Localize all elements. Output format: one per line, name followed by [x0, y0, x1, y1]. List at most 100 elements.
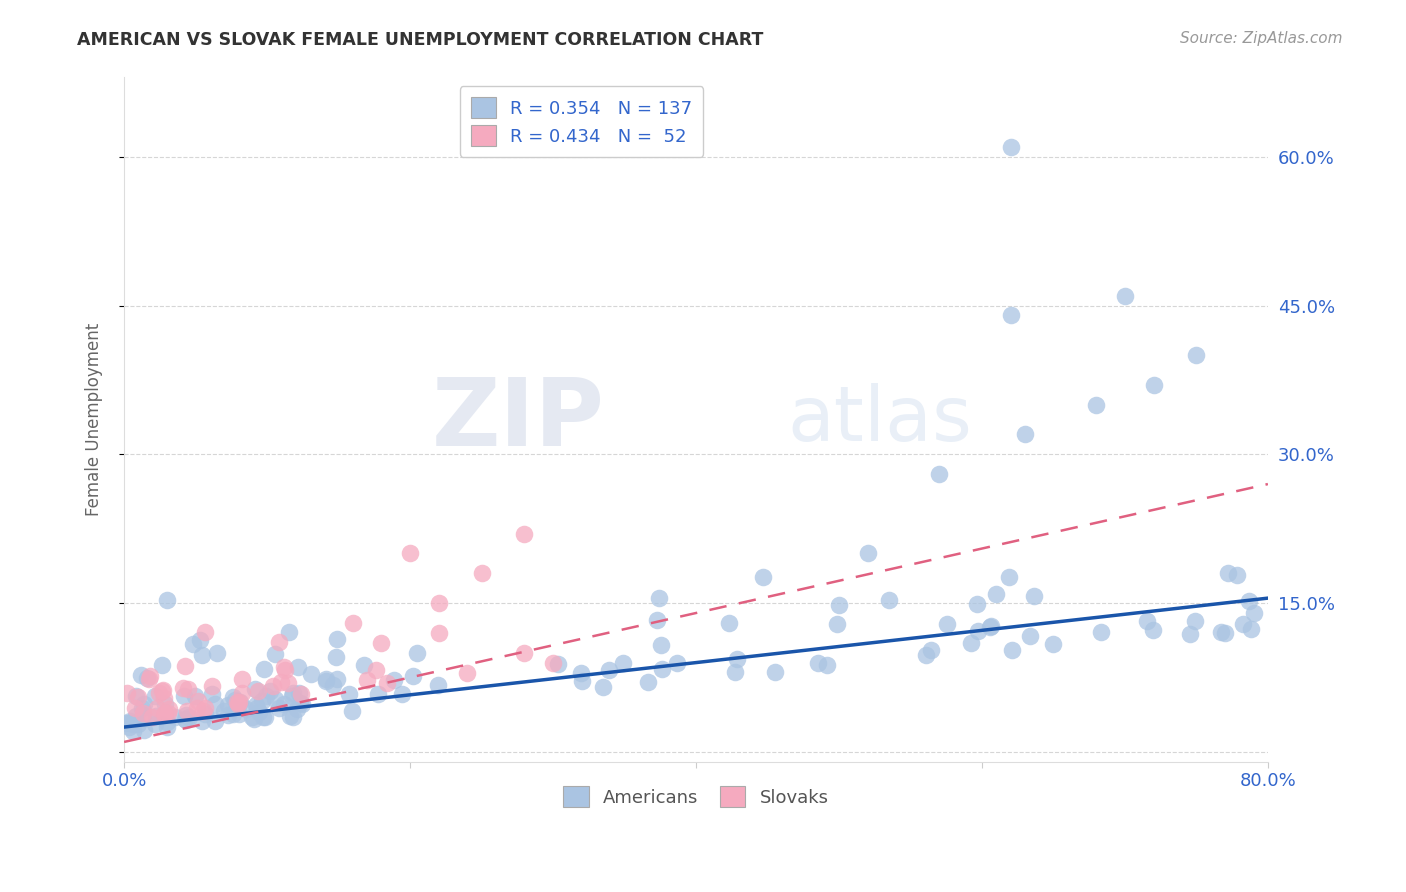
- Point: [152, 683, 174, 698]
- Point: [650, 638, 672, 652]
- Point: [217, 707, 239, 722]
- Point: [281, 686, 304, 700]
- Point: [1226, 568, 1249, 582]
- Point: [290, 686, 312, 700]
- Point: [547, 657, 569, 671]
- Point: [224, 693, 246, 707]
- Point: [264, 648, 287, 662]
- Point: [291, 697, 314, 711]
- Point: [262, 679, 284, 693]
- Point: [877, 592, 900, 607]
- Point: [471, 566, 494, 581]
- Point: [337, 687, 360, 701]
- Point: [569, 666, 592, 681]
- Point: [815, 658, 838, 673]
- Point: [156, 720, 179, 734]
- Point: [281, 689, 304, 703]
- Point: [163, 710, 186, 724]
- Point: [129, 667, 152, 681]
- Point: [127, 717, 149, 731]
- Point: [456, 665, 478, 680]
- Point: [183, 637, 205, 651]
- Point: [156, 715, 179, 730]
- Point: [131, 701, 153, 715]
- Point: [382, 673, 405, 687]
- Point: [124, 701, 146, 715]
- Point: [157, 701, 180, 715]
- Point: [612, 656, 634, 670]
- Point: [117, 686, 139, 700]
- Point: [247, 705, 270, 719]
- Point: [920, 643, 942, 657]
- Point: [250, 694, 273, 708]
- Point: [122, 717, 145, 731]
- Point: [184, 689, 207, 703]
- Point: [172, 681, 194, 695]
- Point: [1243, 606, 1265, 620]
- Point: [427, 678, 450, 692]
- Point: [143, 689, 166, 703]
- Point: [125, 690, 148, 704]
- Point: [226, 695, 249, 709]
- Point: [135, 671, 157, 685]
- Point: [856, 547, 879, 561]
- Point: [356, 673, 378, 687]
- Point: [259, 684, 281, 698]
- Point: [915, 648, 938, 663]
- Point: [145, 709, 167, 723]
- Point: [194, 624, 217, 639]
- Point: [1085, 398, 1108, 412]
- Point: [637, 675, 659, 690]
- Text: atlas: atlas: [787, 383, 973, 457]
- Point: [253, 662, 276, 676]
- Point: [122, 723, 145, 738]
- Point: [647, 591, 669, 606]
- Point: [194, 707, 217, 722]
- Point: [980, 619, 1002, 633]
- Point: [188, 632, 211, 647]
- Point: [222, 706, 245, 721]
- Point: [1090, 624, 1112, 639]
- Point: [1216, 566, 1239, 581]
- Point: [263, 691, 285, 706]
- Point: [325, 649, 347, 664]
- Point: [226, 697, 249, 711]
- Point: [1240, 622, 1263, 636]
- Point: [207, 646, 229, 660]
- Point: [807, 656, 830, 670]
- Point: [598, 663, 620, 677]
- Point: [201, 679, 224, 693]
- Point: [966, 624, 988, 638]
- Text: AMERICAN VS SLOVAK FEMALE UNEMPLOYMENT CORRELATION CHART: AMERICAN VS SLOVAK FEMALE UNEMPLOYMENT C…: [77, 31, 763, 49]
- Point: [174, 707, 197, 722]
- Point: [242, 712, 264, 726]
- Point: [177, 710, 200, 724]
- Point: [1042, 637, 1064, 651]
- Point: [1213, 625, 1236, 640]
- Point: [375, 676, 398, 690]
- Point: [326, 672, 349, 686]
- Point: [1178, 627, 1201, 641]
- Point: [427, 625, 450, 640]
- Point: [150, 684, 173, 698]
- Point: [254, 690, 277, 704]
- Point: [118, 714, 141, 729]
- Point: [288, 697, 311, 711]
- Point: [928, 467, 950, 482]
- Point: [150, 658, 173, 673]
- Point: [717, 616, 740, 631]
- Point: [405, 646, 427, 660]
- Point: [513, 526, 536, 541]
- Point: [1000, 309, 1022, 323]
- Point: [201, 687, 224, 701]
- Point: [665, 656, 688, 670]
- Point: [191, 704, 214, 718]
- Point: [1184, 614, 1206, 628]
- Point: [725, 652, 748, 666]
- Point: [342, 704, 364, 718]
- Point: [242, 710, 264, 724]
- Point: [127, 690, 149, 704]
- Point: [1142, 377, 1164, 392]
- Point: [134, 698, 156, 712]
- Point: [247, 684, 270, 698]
